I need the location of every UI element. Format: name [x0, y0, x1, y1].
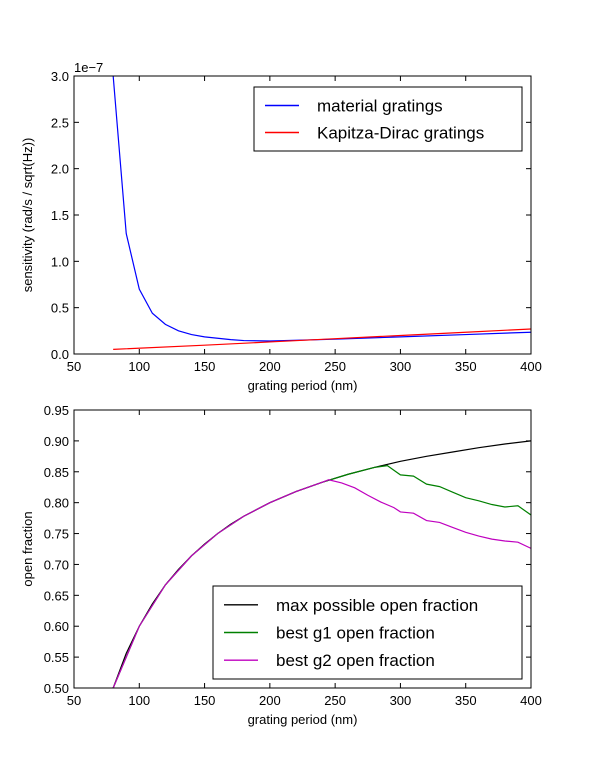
x-tick-label: 150	[194, 359, 216, 374]
x-tick-label: 300	[390, 359, 412, 374]
y-tick-label: 3.0	[51, 69, 69, 84]
x-tick-label: 350	[455, 359, 477, 374]
series-line-material-gratings	[112, 76, 531, 342]
plot-frame	[73, 409, 532, 689]
legend-box	[253, 86, 523, 152]
subplot-1: 50 100 150 200 250 300 350 400 0.0 0.5 1.0 1.5 2.0 2.…	[20, 60, 542, 393]
x-tick-label: 250	[324, 693, 346, 708]
y-axis-label: sensitivity (rad/s / sqrt(Hz))	[20, 138, 35, 293]
legend-label: material gratings	[317, 97, 443, 116]
x-axis-label: grating period (nm)	[248, 712, 358, 727]
subplot-2: 50 100 150 200 250 300 350 400 0.50 0.55 0.60 0.65 0…	[20, 403, 542, 727]
y-tick-label: 0.90	[44, 434, 69, 449]
x-tick-label: 300	[390, 693, 412, 708]
x-tick-label: 100	[128, 359, 150, 374]
x-tick-label: 250	[324, 359, 346, 374]
series-line-best-g2-open-fraction	[112, 479, 531, 688]
y-tick-label: 0.70	[44, 557, 69, 572]
y-tick-label: 0.5	[51, 301, 69, 316]
legend-label: best g2 open fraction	[276, 651, 435, 670]
x-tick-label: 100	[128, 693, 150, 708]
x-tick-label: 400	[520, 359, 542, 374]
y-tick-label: 0.75	[44, 527, 69, 542]
y-tick-label: 0.60	[44, 619, 69, 634]
y-tick-label: 0.55	[44, 650, 69, 665]
x-tick-label: 400	[520, 693, 542, 708]
legend-label: max possible open fraction	[276, 596, 478, 615]
y-axis-label: open fraction	[20, 511, 35, 586]
y-tick-label: 0.65	[44, 588, 69, 603]
x-tick-label: 350	[455, 693, 477, 708]
x-axis-label: grating period (nm)	[248, 378, 358, 393]
y-tick-label: 0.0	[51, 347, 69, 362]
x-tick-label: 200	[259, 359, 281, 374]
y-tick-label: 0.50	[44, 681, 69, 696]
legend-label: Kapitza-Dirac gratings	[317, 124, 484, 143]
x-tick-label: 200	[259, 693, 281, 708]
y-tick-label: 1.5	[51, 208, 69, 223]
legend-label: best g1 open fraction	[276, 624, 435, 643]
x-tick-label: 150	[194, 693, 216, 708]
x-tick-label: 50	[67, 693, 81, 708]
y-tick-label: 2.5	[51, 115, 69, 130]
y-tick-label: 0.80	[44, 496, 69, 511]
legend-box	[212, 585, 523, 680]
y-tick-label: 0.95	[44, 403, 69, 418]
x-tick-label: 50	[67, 359, 81, 374]
y-tick-label: 1.0	[51, 254, 69, 269]
y-offset-label: 1e−7	[74, 60, 103, 75]
y-tick-label: 0.85	[44, 465, 69, 480]
series-line-kapitza-dirac-gratings	[113, 328, 531, 350]
y-tick-label: 2.0	[51, 162, 69, 177]
